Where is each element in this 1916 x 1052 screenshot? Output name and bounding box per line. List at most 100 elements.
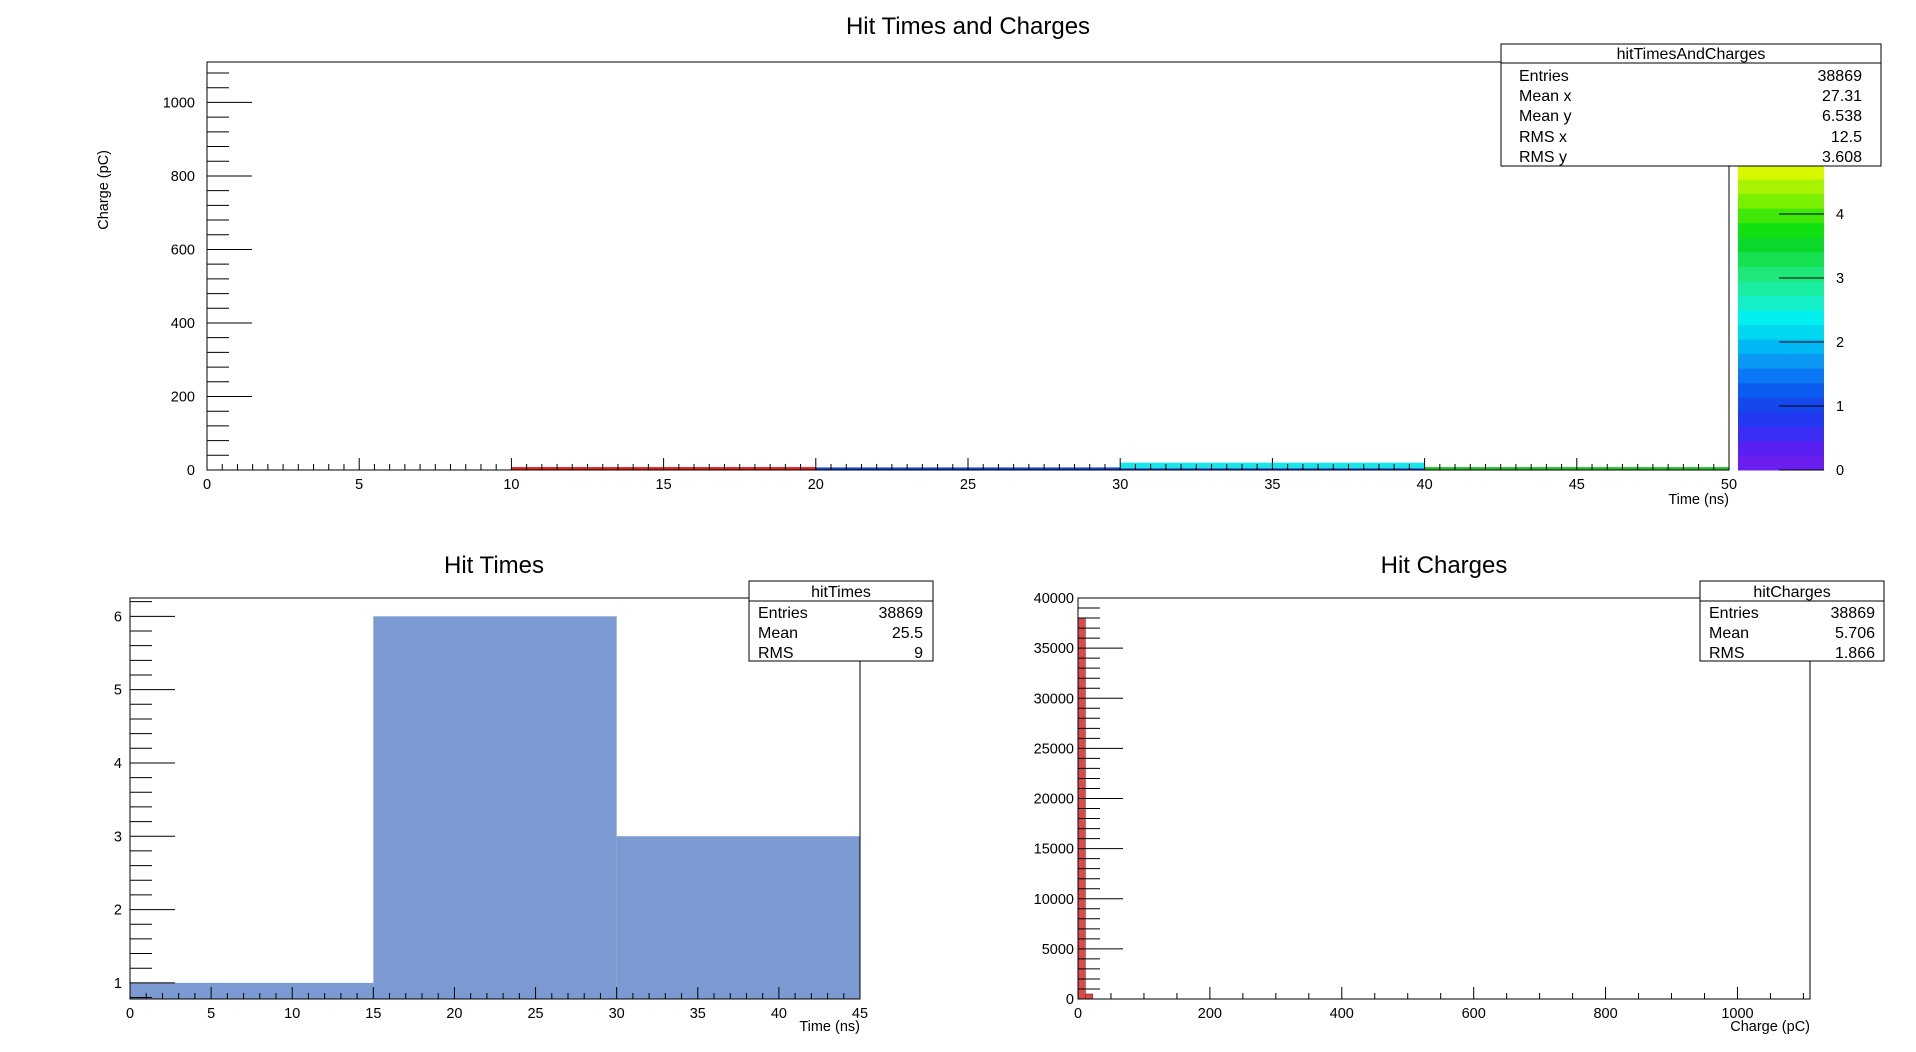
- y-tick-label: 5: [114, 683, 122, 699]
- x-tick-label: 35: [690, 1006, 706, 1022]
- hit-times-and-charges-pad: Hit Times and Charges 0 5 10 15 20 25 30 35 40 45…: [96, 13, 1882, 508]
- palette-swatch: [1738, 426, 1824, 442]
- x-tick-label: 15: [365, 1006, 381, 1022]
- x-tick-label: 1000: [1721, 1006, 1753, 1022]
- stats-label: Mean y: [1519, 108, 1571, 125]
- y-tick-label: 800: [171, 169, 195, 185]
- histogram-bar: [373, 616, 617, 999]
- x-tick-label: 10: [284, 1006, 300, 1022]
- palette-tick-label: 0: [1836, 463, 1844, 479]
- y-tick-label: 5000: [1042, 942, 1074, 958]
- palette-swatch: [1738, 208, 1824, 224]
- x-tick-label: 0: [126, 1006, 134, 1022]
- histogram-bar: [1085, 993, 1093, 1000]
- palette-swatch: [1738, 411, 1824, 427]
- y-tick-label: 25000: [1034, 741, 1074, 757]
- stats-value: 38869: [1831, 605, 1876, 622]
- y-tick-label: 3: [114, 829, 122, 845]
- histogram-bar: [130, 982, 374, 999]
- x-tick-label: 25: [527, 1006, 543, 1022]
- stats-box-frame: [1500, 43, 1882, 167]
- stats-value: 3.608: [1822, 149, 1862, 166]
- x-tick-label: 50: [1721, 477, 1737, 493]
- palette-swatch: [1738, 339, 1824, 355]
- x-tick-label: 30: [609, 1006, 625, 1022]
- chart-title: Hit Times and Charges: [846, 13, 1090, 40]
- stats-box-name: hitCharges: [1753, 584, 1830, 601]
- palette-swatch: [1738, 382, 1824, 398]
- palette-swatch: [1738, 353, 1824, 369]
- x-tick-label: 35: [1264, 477, 1280, 493]
- stats-label: RMS y: [1519, 149, 1567, 166]
- stats-label: Mean: [758, 625, 798, 642]
- x-tick-label: 20: [446, 1006, 462, 1022]
- palette-tick-label: 1: [1836, 399, 1844, 415]
- x-tick-label: 25: [960, 477, 976, 493]
- stats-label: RMS x: [1519, 129, 1567, 146]
- stats-label: Entries: [1519, 68, 1569, 85]
- y-tick-label: 400: [171, 316, 195, 332]
- x-tick-label: 15: [656, 477, 672, 493]
- x-tick-label: 40: [771, 1006, 787, 1022]
- stats-value: 38869: [879, 605, 924, 622]
- x-tick-label: 45: [1569, 477, 1585, 493]
- x-axis-label: Time (ns): [799, 1019, 860, 1035]
- y-tick-label: 15000: [1034, 842, 1074, 858]
- chart-title: Hit Times: [444, 552, 544, 579]
- stats-value: 1.866: [1835, 645, 1875, 662]
- stats-label: RMS: [758, 645, 794, 662]
- stats-box-name: hitTimesAndCharges: [1617, 46, 1766, 63]
- palette-tick-label: 4: [1836, 207, 1844, 223]
- stats-box-frame: [1699, 580, 1885, 662]
- y-tick-label: 1: [114, 976, 122, 992]
- x-axis: 0 200 400 600 800 1000: [1074, 987, 1804, 1022]
- palette-swatch: [1738, 455, 1824, 471]
- y-axis: 0 5000 10000 15000 20000 25000 30000 35000 40000: [1034, 591, 1123, 1008]
- histogram-bar: [616, 836, 860, 999]
- y-tick-label: 10000: [1034, 892, 1074, 908]
- stats-box: hitTimes Entries 38869 Mean 25.5 RMS 9: [748, 580, 934, 662]
- palette-swatch: [1738, 368, 1824, 384]
- stats-value: 5.706: [1835, 625, 1875, 642]
- stats-label: Entries: [758, 605, 808, 622]
- y-axis-label: Charge (pC): [96, 150, 112, 230]
- x-tick-label: 45: [852, 1006, 868, 1022]
- palette-swatch: [1738, 440, 1824, 456]
- x-tick-label: 20: [808, 477, 824, 493]
- x-tick-label: 40: [1417, 477, 1433, 493]
- palette-swatch: [1738, 310, 1824, 326]
- x-tick-label: 400: [1330, 1006, 1354, 1022]
- histogram-bars: [130, 616, 860, 999]
- palette-tick-label: 3: [1836, 271, 1844, 287]
- y-tick-label: 35000: [1034, 641, 1074, 657]
- y-tick-label: 20000: [1034, 792, 1074, 808]
- stats-label: Mean x: [1519, 88, 1571, 105]
- y-tick-label: 200: [171, 389, 195, 405]
- x-axis: 0 5 10 15 20 25 30 35 40 45: [126, 987, 868, 1022]
- x-tick-label: 30: [1112, 477, 1128, 493]
- palette-swatch: [1738, 251, 1824, 267]
- stats-value: 25.5: [892, 625, 923, 642]
- y-tick-label: 30000: [1034, 691, 1074, 707]
- stats-box: hitCharges Entries 38869 Mean 5.706 RMS …: [1699, 580, 1885, 662]
- x-tick-label: 0: [203, 477, 211, 493]
- y-tick-label: 0: [187, 463, 195, 479]
- palette-swatch: [1738, 295, 1824, 311]
- y-axis: 0 200 400 600 800 1000: [163, 72, 252, 479]
- y-tick-label: 600: [171, 242, 195, 258]
- y-tick-label: 40000: [1034, 591, 1074, 607]
- x-tick-label: 5: [355, 477, 363, 493]
- stats-box-frame: [748, 580, 934, 662]
- stats-value: 9: [914, 645, 923, 662]
- x-axis-label: Charge (pC): [1730, 1019, 1810, 1035]
- y-axis: 1 2 3 4 5 6: [114, 601, 175, 999]
- palette-swatch: [1738, 222, 1824, 238]
- stats-label: Entries: [1709, 605, 1759, 622]
- palette-tick-label: 2: [1836, 335, 1844, 351]
- color-palette: 0 1 2 3 4: [1738, 150, 1844, 479]
- chart-title: Hit Charges: [1381, 552, 1508, 579]
- palette-swatch: [1738, 324, 1824, 340]
- x-tick-label: 600: [1462, 1006, 1486, 1022]
